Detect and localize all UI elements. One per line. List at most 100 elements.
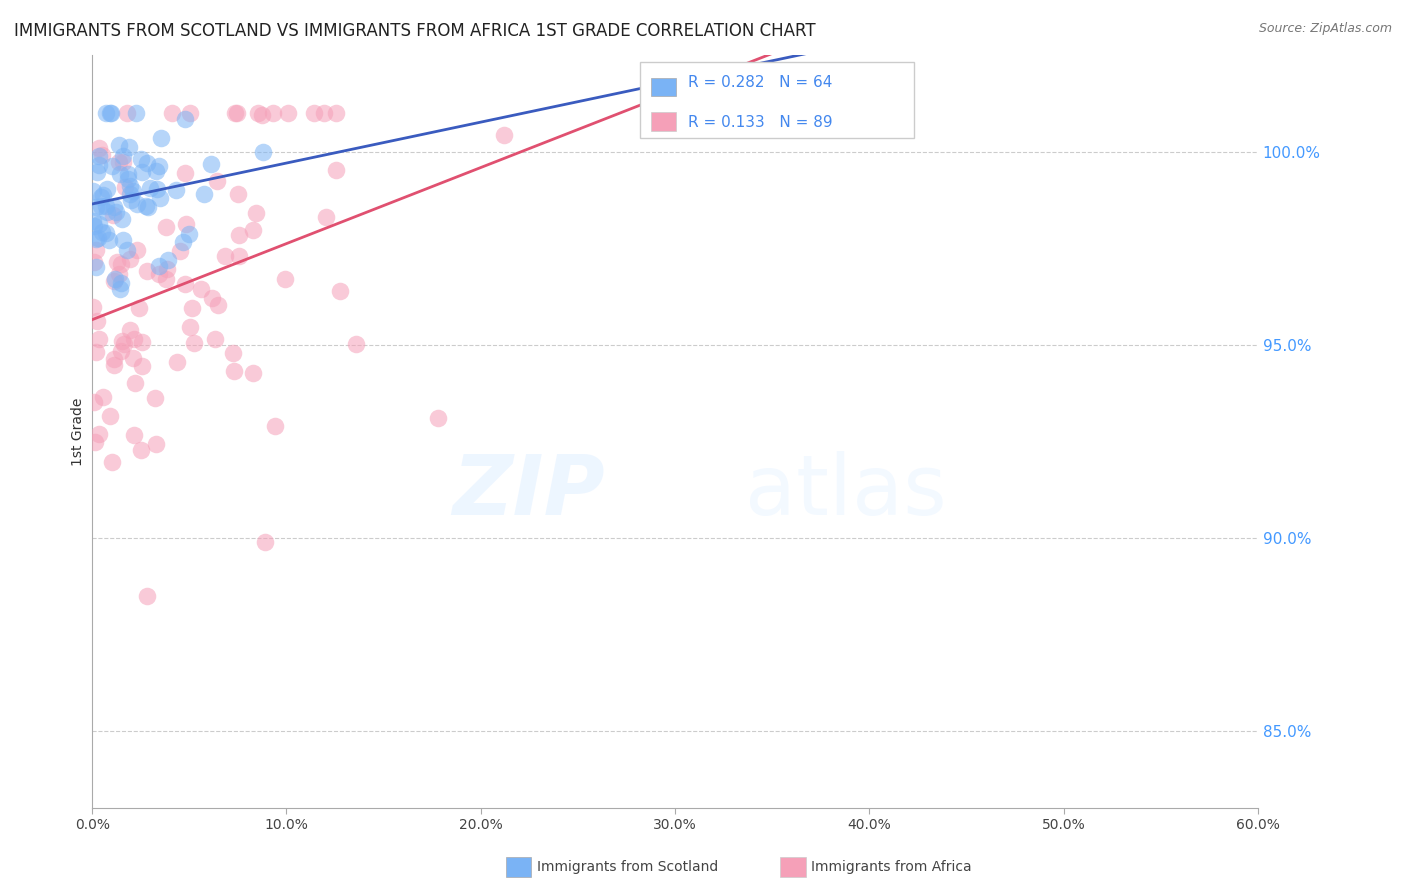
Point <box>96 181 118 195</box>
Point <box>242 223 264 237</box>
Point <box>111 149 134 163</box>
Point <box>100 159 122 173</box>
Point <box>156 262 179 277</box>
Point <box>91 226 114 240</box>
Point <box>427 411 450 425</box>
Point <box>245 206 267 220</box>
Point <box>173 277 195 292</box>
Point <box>118 186 141 201</box>
Point <box>98 409 121 423</box>
Point <box>304 106 326 120</box>
Point <box>98 233 121 247</box>
Point <box>83 395 105 409</box>
Point <box>84 243 107 257</box>
Point <box>138 180 160 194</box>
Point <box>127 196 149 211</box>
Point <box>96 205 118 219</box>
Point <box>228 227 250 242</box>
Point <box>204 332 226 346</box>
Text: Immigrants from Scotland: Immigrants from Scotland <box>537 860 718 874</box>
Point <box>89 332 111 346</box>
Point <box>84 260 107 274</box>
Point <box>84 200 107 214</box>
Point <box>155 272 177 286</box>
Point <box>84 435 107 450</box>
Text: R = 0.282   N = 64: R = 0.282 N = 64 <box>688 75 832 89</box>
Point <box>122 351 145 365</box>
Point <box>110 257 132 271</box>
Point <box>98 106 121 120</box>
Point <box>108 137 131 152</box>
Point <box>87 217 110 231</box>
Point <box>494 128 516 143</box>
Text: Immigrants from Africa: Immigrants from Africa <box>811 860 972 874</box>
Point <box>104 204 127 219</box>
Point <box>103 274 125 288</box>
Point <box>131 165 153 179</box>
Point <box>226 187 249 202</box>
Point <box>122 332 145 346</box>
Point <box>114 179 136 194</box>
Point <box>112 155 135 169</box>
Point <box>129 152 152 166</box>
Point <box>274 272 297 286</box>
Point <box>201 291 224 305</box>
Point <box>117 167 139 181</box>
Point <box>100 106 122 120</box>
Point <box>146 182 169 196</box>
Point <box>86 165 108 179</box>
Point <box>174 217 197 231</box>
Point <box>135 199 157 213</box>
Point <box>110 276 132 290</box>
Point <box>94 227 117 241</box>
Point <box>103 351 125 366</box>
Point <box>112 336 135 351</box>
Point <box>325 162 347 177</box>
Point <box>344 336 367 351</box>
Point <box>101 455 124 469</box>
Point <box>253 534 276 549</box>
Point <box>160 106 183 120</box>
Text: Source: ZipAtlas.com: Source: ZipAtlas.com <box>1258 22 1392 36</box>
Point <box>87 231 110 245</box>
Point <box>193 186 215 201</box>
Point <box>315 210 337 224</box>
Point <box>120 194 142 208</box>
Point <box>325 106 347 120</box>
Point <box>89 427 111 442</box>
Point <box>264 419 287 434</box>
Point <box>156 253 179 268</box>
Point <box>149 191 172 205</box>
Point <box>108 167 131 181</box>
Point <box>84 232 107 246</box>
Point <box>111 334 134 348</box>
Point <box>228 249 250 263</box>
Point <box>222 364 245 378</box>
Point <box>94 199 117 213</box>
Point <box>148 159 170 173</box>
Point <box>329 285 352 299</box>
Point <box>104 272 127 286</box>
Point <box>111 233 134 247</box>
Point <box>90 148 112 162</box>
Text: R = 0.133   N = 89: R = 0.133 N = 89 <box>688 115 832 129</box>
Point <box>262 106 284 120</box>
Point <box>145 437 167 451</box>
Point <box>128 301 150 315</box>
Point <box>105 254 128 268</box>
Point <box>165 183 187 197</box>
Point <box>108 154 131 169</box>
Point <box>179 320 201 334</box>
Point <box>247 106 270 120</box>
Point <box>101 208 124 222</box>
Point <box>89 149 111 163</box>
Point <box>111 212 134 227</box>
Text: ZIP: ZIP <box>453 451 605 533</box>
Point <box>82 184 104 198</box>
Point <box>83 254 105 268</box>
Point <box>110 344 132 359</box>
Point <box>87 141 110 155</box>
Point <box>149 130 172 145</box>
Point <box>90 198 112 212</box>
Point <box>135 156 157 170</box>
